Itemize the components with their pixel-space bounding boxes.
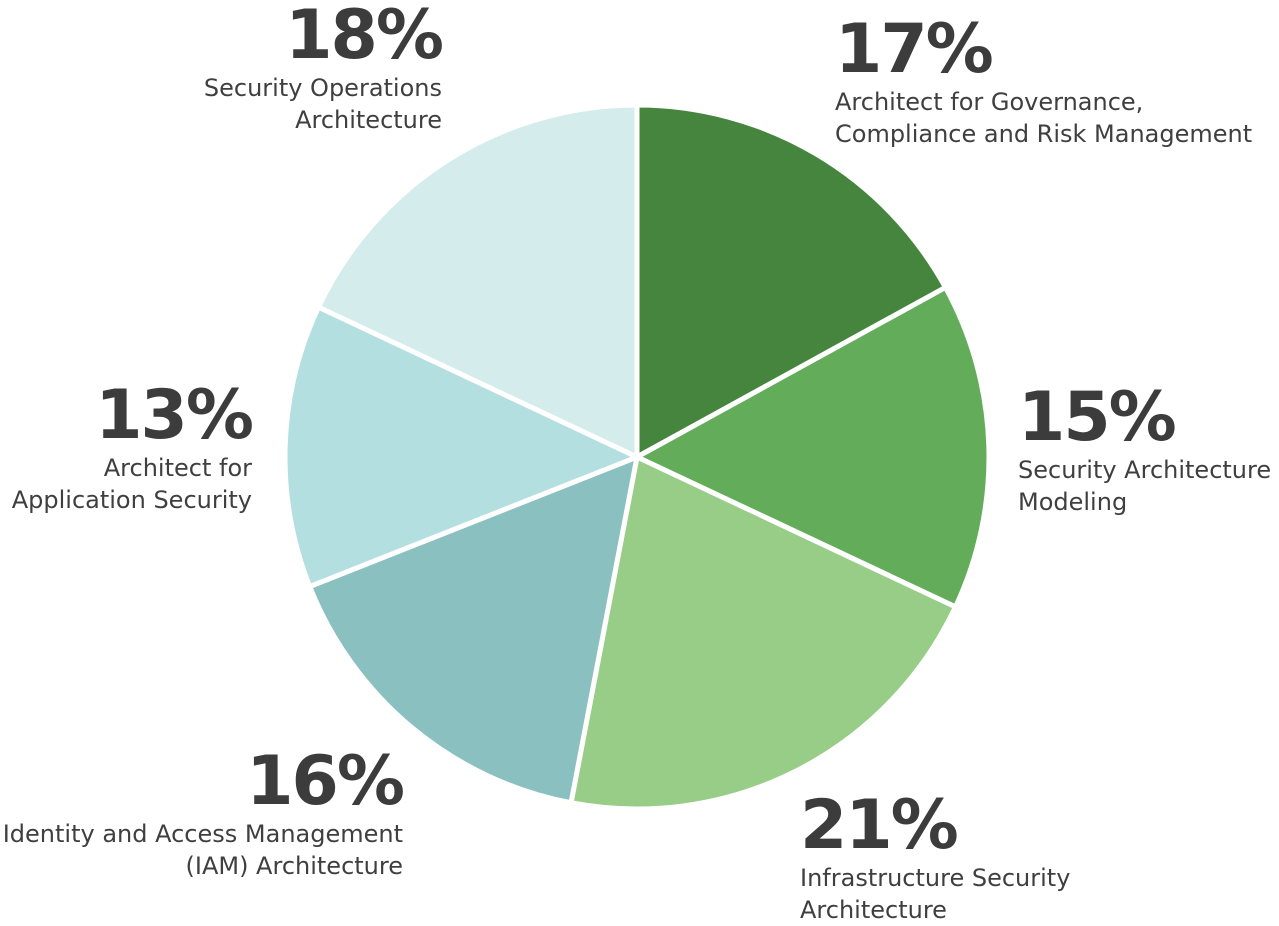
slice-label-governance: 17% Architect for Governance, Compliance…: [835, 14, 1252, 150]
slice-percent-iam: 16%: [246, 742, 405, 821]
pie-slice-application: [282, 304, 640, 590]
slice-category-infrastructure: Infrastructure Security Architecture: [800, 864, 1071, 924]
slice-category-modeling: Security Architecture Modeling: [1018, 456, 1272, 516]
slice-label-application: 13% Architect for Application Security: [11, 376, 254, 516]
pie-slice-iam: [307, 454, 640, 806]
pie-slice-operations: [316, 102, 640, 460]
slice-percent-operations: 18%: [285, 0, 444, 75]
slice-label-iam: 16% Identity and Access Management (IAM)…: [2, 742, 405, 882]
slice-category-operations: Security Operations Architecture: [203, 74, 442, 134]
slice-percent-infrastructure: 21%: [800, 786, 959, 865]
slice-category-governance: Architect for Governance, Compliance and…: [835, 88, 1253, 148]
slice-percent-modeling: 15%: [1018, 378, 1177, 457]
pie-slice-modeling: [634, 284, 992, 610]
slice-label-modeling: 15% Security Architecture Modeling: [1018, 382, 1271, 518]
slice-category-application: Architect for Application Security: [11, 454, 252, 514]
pie-slice-infrastructure: [568, 454, 958, 812]
slice-percent-application: 13%: [95, 376, 254, 455]
pie-slice-governance: [634, 102, 948, 460]
slice-label-operations: 18% Security Operations Architecture: [203, 0, 444, 136]
slice-label-infrastructure: 21% Infrastructure Security Architecture: [800, 790, 1070, 926]
slice-category-iam: Identity and Access Management (IAM) Arc…: [2, 820, 403, 880]
slice-percent-governance: 17%: [835, 10, 994, 89]
